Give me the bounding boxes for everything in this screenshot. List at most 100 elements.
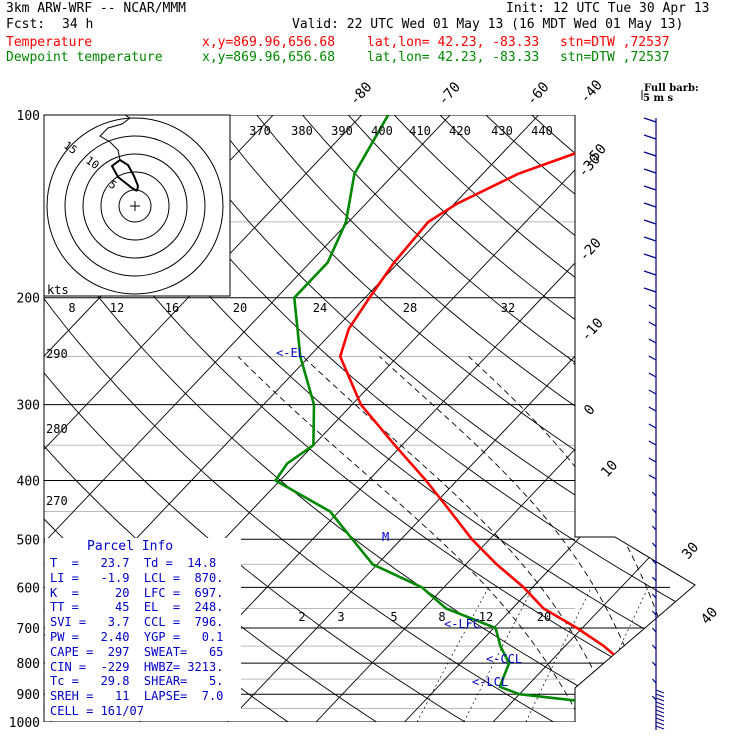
parcel-info-row: Tc = 29.8 SHEAR= 5. [50,674,224,689]
wind-barb [655,701,665,706]
wind-barb [651,678,657,684]
pressure-tick-label: 800 [17,657,40,672]
parcel-info-row: T = 23.7 Td = 14.8 [50,556,217,570]
wind-barb [648,355,657,361]
isotherm-line [492,115,695,722]
theta-label: 420 [449,124,471,138]
parcel-info-row: PW = 2.40 YGP = 0.1 [50,629,224,644]
mixing-ratio-line [463,587,534,722]
pressure-tick-label: 400 [17,474,40,489]
temperature-tick-label: 30 [679,539,702,562]
pressure-tick-label: 900 [17,688,40,703]
dry-adiabat-line [210,115,695,722]
wbz-label: 20 [233,301,247,315]
wbz-label: 16 [165,301,179,315]
hodograph-unit-label: kts [47,283,69,297]
parcel-info-title: Parcel Info [87,539,174,554]
dry-adiabat-line [302,115,695,722]
dry-adiabat-line [256,115,695,722]
isotherm-line [669,115,695,722]
pressure-tick-label: 200 [17,292,40,307]
hodograph-ring [64,135,206,277]
wind-barb [651,627,657,633]
isotherm-line [44,115,362,722]
isotherm-line [0,115,8,722]
moist-adiabat-line [379,356,653,722]
dry-adiabat-line [439,115,695,722]
parcel-info-row: LI = -1.9 LCL = 870. [50,570,224,585]
theta-label: 280 [46,422,68,436]
mixing-ratio-line [712,587,740,722]
dewpoint-station: stn=DTW ,72537 [560,50,670,65]
temperature-tick-label: 0 [581,402,599,419]
theta-label: 380 [291,124,313,138]
theta-label: 410 [409,124,431,138]
wind-barb [648,457,657,463]
wind-barb [643,168,657,174]
wind-barb [643,151,657,157]
wind-barb [651,559,657,565]
theta-label: 370 [249,124,271,138]
lcl-marker: <-LCL [472,675,508,689]
wind-barb [648,389,657,395]
dry-adiabat-line [118,115,695,722]
isotherm-line [315,115,695,722]
parcel-info-panel: Parcel Info T = 23.7 Td = 14.8 LI = -1.9 … [45,538,241,721]
mixing-ratio-label: 8 [438,610,445,624]
wind-barb [643,134,657,140]
wind-barb [655,693,665,698]
hodograph-ring [100,171,170,241]
wind-barb [655,721,665,726]
wind-barb [651,644,657,650]
hodograph-rings [46,115,224,295]
mixing-ratio-line [525,587,592,722]
isotherm-line [581,115,695,722]
forecast-label: Fcst: [6,17,46,32]
temperature-latlon: lat,lon= 42.23, -83.33 [367,35,540,50]
wind-barb [643,117,657,123]
pressure-tick-label: 600 [17,581,40,596]
wind-barb [648,304,657,310]
valid-time: Valid: 22 UTC Wed 01 May 13 (16 MDT Wed … [292,17,684,32]
barb-scale-units: 5 m s [643,93,674,104]
pressure-tick-label: 500 [17,533,40,548]
wind-barb [643,253,657,259]
wind-barb [648,474,657,480]
wind-barb [651,593,657,599]
hodograph-ring [82,153,188,259]
pressure-tick-label: 100 [17,109,40,124]
barb-scale-title: Full barb: [644,83,699,94]
wind-barb [648,338,657,344]
mixing-ratio-label: 3 [337,610,344,624]
wind-barb [643,236,657,242]
wind-barb [651,508,657,514]
wind-barb [655,709,665,714]
dry-adiabat-line [44,115,643,722]
temperature-tick-label: -10 [578,315,607,345]
dry-adiabat-line [668,115,695,722]
wind-barb [655,689,665,694]
wind-barb [651,542,657,548]
pressure-tick-label: 1000 [9,716,40,731]
dry-adiabat-line [72,115,695,722]
wind-barb [643,185,657,191]
mixing-ratio-line [416,587,489,722]
wind-barb [651,661,657,667]
wind-barb [643,202,657,208]
mixing-ratio-label: 20 [537,610,551,624]
wind-barb [648,440,657,446]
parcel-info-row: CAPE = 297 SWEAT= 65 [50,644,224,659]
wind-barb [655,705,665,710]
plot-right-border [574,115,696,722]
temperature-tick-label: 10 [598,457,621,480]
wind-barb [651,695,657,701]
dry-adiabat-line [577,115,695,722]
wind-barb [651,525,657,531]
pressure-tick-label: 700 [17,622,40,637]
dewpoint-latlon: lat,lon= 42.23, -83.33 [367,50,540,65]
parcel-info-row: CELL = 161/07 [50,703,144,718]
temperature-xy: x,y=869.96,656.68 [202,35,336,50]
wind-barb [655,717,665,722]
hodograph-ring-label: 15 [61,139,79,157]
